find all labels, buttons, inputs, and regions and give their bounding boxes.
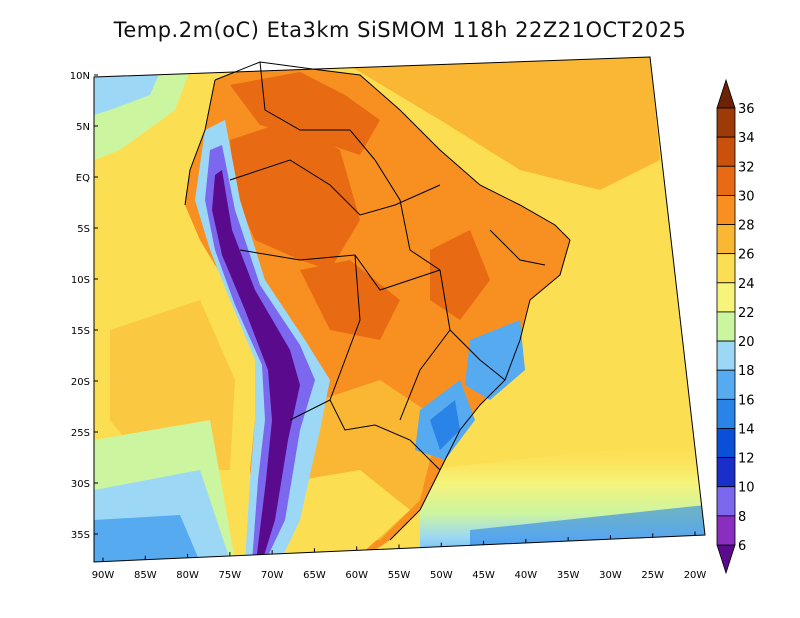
- south-brazil-cold: [430, 400, 460, 450]
- colorbar-segment: [716, 136, 736, 167]
- colorbar-label: 30: [738, 189, 755, 204]
- lon-tick-label: 50W: [430, 570, 453, 581]
- colorbar-label: 32: [738, 160, 755, 175]
- colorbar-label: 6: [738, 539, 746, 554]
- colorbar-segment: [716, 282, 736, 313]
- lon-tick-label: 35W: [557, 570, 580, 581]
- colorbar-label: 10: [738, 481, 755, 496]
- colorbar-segment: [716, 457, 736, 488]
- lon-tick-label: 55W: [388, 570, 411, 581]
- lat-tick-label: 25S: [71, 428, 90, 439]
- map-frame: [93, 56, 706, 563]
- colorbar-label: 26: [738, 248, 755, 263]
- lat-tick-label: 15S: [71, 326, 90, 337]
- colorbar-label: 8: [738, 510, 746, 525]
- lat-tick-label: 5S: [77, 224, 90, 235]
- lon-tick-label: 45W: [472, 570, 495, 581]
- atlantic-warm-region: [340, 57, 660, 190]
- lon-tick-label: 25W: [641, 570, 664, 581]
- latitude-axis: 10N 5N EQ 5S 10S 15S 20S 25S 30S 35S: [70, 71, 98, 541]
- lat-tick-label: 30S: [71, 479, 90, 490]
- north-coast-hot-region: [230, 72, 380, 155]
- map-title: Temp.2m(oC) Eta3km SiSMOM 118h 22Z21OCT2…: [113, 18, 687, 42]
- southern-cone-mild: [280, 470, 410, 562]
- colorbar: 6 8 10 12 14 16 18 20 22 24 26 28 30 32 34 36: [716, 78, 755, 575]
- longitude-axis: 90W 85W 80W 75W 70W 65W 60W 55W 50W 45W 40W 35W 30W 2…: [92, 531, 707, 581]
- colorbar-segment: [716, 398, 736, 429]
- colorbar-top-arrow: [716, 78, 736, 109]
- colorbar-bottom-arrow: [716, 544, 736, 575]
- lat-tick-label: 5N: [76, 122, 90, 133]
- colorbar-segment: [716, 224, 736, 255]
- colorbar-label: 22: [738, 306, 755, 321]
- colorbar-segment: [716, 515, 736, 546]
- pacific-cold-north: [94, 72, 160, 115]
- colorbar-label: 16: [738, 393, 755, 408]
- lat-tick-label: 10S: [71, 275, 90, 286]
- lon-tick-label: 80W: [176, 570, 199, 581]
- colorbar-label: 24: [738, 277, 755, 292]
- lon-tick-label: 40W: [515, 570, 538, 581]
- lon-tick-label: 85W: [134, 570, 157, 581]
- amazon-hot-region: [230, 120, 360, 270]
- colorbar-segment: [716, 369, 736, 400]
- colorbar-label: 20: [738, 335, 755, 350]
- lon-tick-label: 20W: [684, 570, 707, 581]
- lon-tick-label: 65W: [303, 570, 326, 581]
- andes-coldest-band: [212, 170, 300, 562]
- lat-tick-label: 10N: [70, 71, 90, 82]
- colorbar-segment: [716, 194, 736, 225]
- colorbar-label: 28: [738, 219, 755, 234]
- lat-tick-label: 35S: [71, 530, 90, 541]
- colorbar-segment: [716, 253, 736, 284]
- colorbar-segment: [716, 428, 736, 459]
- colorbar-label: 14: [738, 422, 755, 437]
- lon-tick-label: 70W: [261, 570, 284, 581]
- colorbar-segment: [716, 165, 736, 196]
- colorbar-segment: [716, 107, 736, 138]
- country-borders: [184, 61, 571, 541]
- lon-tick-label: 30W: [599, 570, 622, 581]
- pacific-coldest-south: [94, 515, 200, 562]
- central-hot-region: [300, 260, 400, 340]
- colorbar-label: 34: [738, 131, 755, 146]
- colorbar-label: 36: [738, 102, 755, 117]
- colorbar-label: 18: [738, 364, 755, 379]
- lon-tick-label: 90W: [92, 570, 115, 581]
- colorbar-segment: [716, 340, 736, 371]
- lon-tick-label: 75W: [219, 570, 242, 581]
- colorbar-segment: [716, 311, 736, 342]
- colorbar-label: 12: [738, 452, 755, 467]
- map-field: [94, 57, 705, 562]
- southeast-brazil-cool: [465, 320, 525, 400]
- lon-tick-label: 60W: [345, 570, 368, 581]
- lat-tick-label: EQ: [76, 173, 90, 184]
- lat-tick-label: 20S: [71, 377, 90, 388]
- colorbar-segment: [716, 486, 736, 517]
